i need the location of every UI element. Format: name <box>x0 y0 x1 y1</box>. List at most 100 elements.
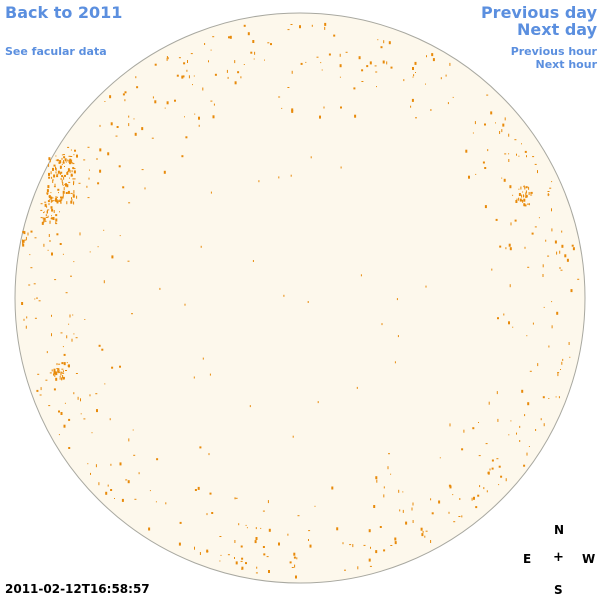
facula-speck <box>48 195 51 199</box>
facula-speck <box>317 401 319 404</box>
facula-speck <box>133 118 135 120</box>
facula-speck <box>22 230 25 233</box>
facula-speck <box>482 161 485 164</box>
facula-speck <box>98 482 100 486</box>
facula-speck <box>483 487 485 490</box>
facula-speck <box>46 192 48 195</box>
facula-speck <box>29 254 31 256</box>
facula-speck <box>403 79 405 82</box>
facula-speck <box>91 432 93 434</box>
facula-speck <box>255 572 258 574</box>
facula-speck <box>73 333 75 335</box>
facula-speck <box>209 373 211 376</box>
facula-speck <box>70 275 72 277</box>
facula-speck <box>523 464 526 467</box>
facula-speck <box>111 255 114 259</box>
see-facular-data-link[interactable]: See facular data <box>5 45 107 58</box>
facula-speck <box>59 243 62 245</box>
facula-speck <box>295 575 297 579</box>
facula-speck <box>59 378 62 380</box>
facula-speck <box>542 396 545 399</box>
facula-speck <box>291 70 293 74</box>
facula-speck <box>568 342 570 345</box>
next-day-link[interactable]: Next day <box>517 20 597 39</box>
facula-speck <box>508 434 510 436</box>
facula-speck <box>59 371 61 373</box>
facula-speck <box>369 61 372 65</box>
facula-speck <box>525 196 526 198</box>
facula-speck <box>73 180 75 184</box>
facula-speck <box>376 86 377 88</box>
facula-speck <box>518 155 520 157</box>
facula-speck <box>497 317 499 320</box>
facula-speck <box>522 199 524 203</box>
facula-speck <box>34 298 36 300</box>
facula-speck <box>51 252 53 256</box>
next-hour-link[interactable]: Next hour <box>535 58 598 71</box>
facula-speck <box>69 314 71 318</box>
facula-speck <box>45 214 47 217</box>
facula-speck <box>227 554 230 556</box>
facula-speck <box>491 268 493 271</box>
facula-speck <box>70 200 73 204</box>
facula-speck <box>360 274 362 277</box>
facula-speck <box>54 279 57 281</box>
facula-speck <box>413 74 415 77</box>
facula-speck <box>512 194 514 196</box>
facula-speck <box>49 198 51 200</box>
facula-speck <box>204 43 206 45</box>
facula-speck <box>58 200 61 202</box>
facula-speck <box>390 66 393 69</box>
facula-speck <box>87 197 90 199</box>
facula-speck <box>521 143 522 145</box>
facula-speck <box>23 318 25 321</box>
facula-speck <box>40 217 43 219</box>
facula-speck <box>96 158 98 160</box>
facula-speck <box>53 388 56 391</box>
facula-speck <box>549 187 552 189</box>
facula-speck <box>516 432 517 435</box>
facula-speck <box>101 348 104 351</box>
facula-speck <box>61 154 63 156</box>
facula-speck <box>336 527 339 531</box>
facula-speck <box>449 485 452 489</box>
facula-speck <box>49 159 51 163</box>
facula-speck <box>66 171 69 175</box>
facula-speck <box>296 557 298 560</box>
facula-speck <box>246 527 248 529</box>
facula-speck <box>388 453 390 455</box>
facula-speck <box>526 155 527 158</box>
facula-speck <box>509 185 512 189</box>
facula-speck <box>107 484 109 487</box>
facula-speck <box>41 221 44 225</box>
facula-speck <box>356 386 358 389</box>
facula-speck <box>65 292 68 294</box>
facula-speck <box>136 86 139 89</box>
facula-speck <box>411 98 414 102</box>
facula-speck <box>394 541 397 545</box>
facula-speck <box>38 300 41 302</box>
facula-speck <box>234 540 236 543</box>
facula-speck <box>510 420 512 422</box>
previous-hour-link[interactable]: Previous hour <box>510 45 597 58</box>
facula-speck <box>366 65 369 68</box>
back-to-year-link[interactable]: Back to 2011 <box>5 3 123 22</box>
facula-speck <box>55 166 56 170</box>
previous-day-link[interactable]: Previous day <box>480 3 597 22</box>
facula-speck <box>211 512 214 514</box>
facula-speck <box>68 364 70 368</box>
facula-speck <box>577 278 580 280</box>
facula-speck <box>59 160 62 164</box>
facula-speck <box>152 96 154 99</box>
facula-speck <box>63 424 66 428</box>
facula-speck <box>262 510 265 512</box>
facula-speck <box>58 369 60 372</box>
facula-speck <box>127 480 130 484</box>
facula-speck <box>308 539 309 541</box>
facula-speck <box>105 491 108 495</box>
facula-speck <box>519 425 521 428</box>
facula-speck <box>497 418 499 422</box>
facula-speck <box>503 178 506 182</box>
facula-speck <box>51 314 52 317</box>
facula-speck <box>543 306 545 308</box>
